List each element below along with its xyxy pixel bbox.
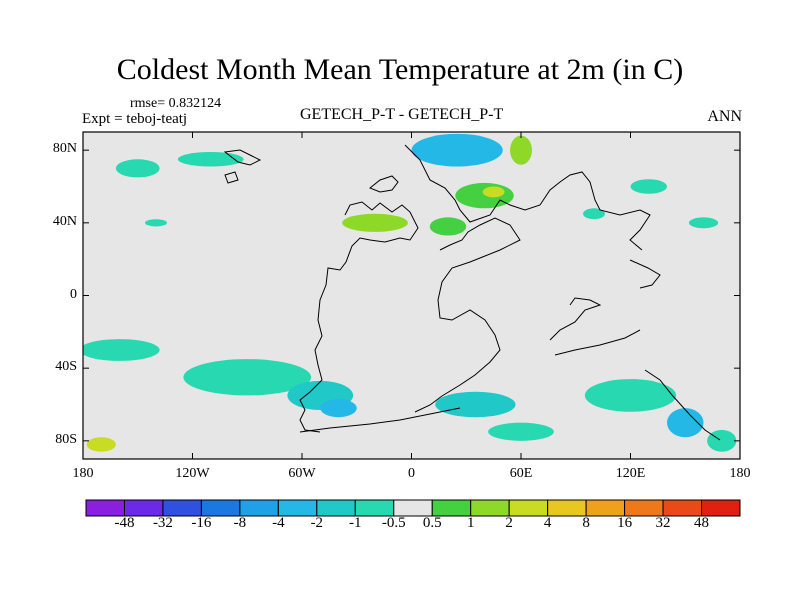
anomaly-patch (482, 186, 505, 198)
anomaly-patch (707, 429, 737, 452)
colorbar-box (508, 499, 549, 517)
anomaly-patch (429, 217, 467, 236)
anomaly-patch (86, 437, 116, 452)
colorbar-box (393, 499, 433, 517)
anomaly-patch (688, 217, 719, 229)
anomaly-patch (83, 339, 160, 361)
anomaly-patch (145, 219, 167, 227)
colorbar-box (662, 499, 703, 517)
anomaly-patch (583, 208, 605, 220)
lon-tick-label: 60W (288, 466, 316, 481)
colorbar-label: 16 (617, 515, 633, 531)
colorbar-box (85, 499, 125, 517)
colorbar-box (701, 499, 741, 517)
period-label: ANN (707, 108, 742, 125)
rmse-label: rmse= 0.832124 (130, 96, 222, 111)
lat-tick-label: 40S (55, 359, 77, 375)
colorbar-label: -0.5 (381, 515, 406, 531)
colorbar-box (547, 499, 587, 517)
map-ticks (82, 132, 741, 459)
colorbar-box (123, 499, 164, 517)
colorbar-label: -4 (272, 515, 285, 531)
colorbar-label: -2 (310, 515, 324, 531)
coastlines (223, 144, 721, 441)
colorbar-label: -1 (349, 515, 362, 531)
colorbar-label: -32 (152, 515, 173, 531)
anomaly-patch (177, 151, 244, 167)
colorbar-label: 2 (505, 515, 513, 531)
lon-tick-label: 0 (408, 466, 415, 481)
colorbar-label: -16 (191, 515, 212, 531)
colorbar-box (354, 499, 395, 517)
anomaly-patch (630, 179, 667, 194)
lon-tick-label: 120E (615, 466, 646, 481)
lat-tick-label: 80N (52, 141, 77, 157)
colorbar-label: 1 (466, 515, 475, 531)
colorbar-label: 48 (694, 515, 710, 531)
colorbar-box (200, 499, 241, 517)
anomaly-patch (510, 135, 532, 165)
lon-tick-label: 180 (72, 466, 94, 481)
anomaly-patch (667, 408, 704, 438)
colorbar-box (585, 499, 626, 517)
anomaly-patch (115, 159, 160, 178)
colorbar (85, 499, 741, 517)
lon-tick-label: 120W (175, 466, 210, 481)
experiment-label: Expt = teboj-teatj (82, 111, 188, 127)
colorbar-box (470, 499, 510, 517)
anomaly-patch (320, 399, 357, 418)
lon-tick-label: 60E (509, 466, 533, 481)
anomaly-patch (183, 359, 312, 396)
colorbar-box (162, 499, 202, 517)
anomaly-patch (435, 391, 516, 418)
lat-tick-label: 80S (55, 431, 77, 447)
colorbar-box (431, 499, 472, 517)
colorbar-label: -48 (114, 515, 135, 531)
colorbar-label: 0.5 (422, 515, 442, 531)
page-title: Coldest Month Mean Temperature at 2m (in… (116, 53, 684, 86)
colorbar-box (277, 499, 318, 517)
colorbar-label: 32 (655, 515, 671, 531)
colorbar-box (624, 499, 664, 517)
lat-tick-label: 40N (52, 213, 77, 229)
comparison-title: GETECH_P-T - GETECH_P-T (300, 106, 504, 123)
colorbar-box (316, 499, 356, 517)
colorbar-label: -8 (233, 515, 247, 531)
colorbar-box (239, 499, 279, 517)
lat-tick-label: 0 (70, 286, 77, 302)
anomaly-patch (455, 182, 514, 209)
colorbar-label: 4 (543, 515, 552, 531)
anomaly-patch (342, 213, 408, 232)
anomaly-patch (411, 133, 503, 167)
anomaly-patch (488, 422, 554, 441)
anomaly-patch (584, 379, 677, 412)
lon-tick-label: 180 (729, 466, 751, 481)
colorbar-label: 8 (582, 515, 590, 531)
